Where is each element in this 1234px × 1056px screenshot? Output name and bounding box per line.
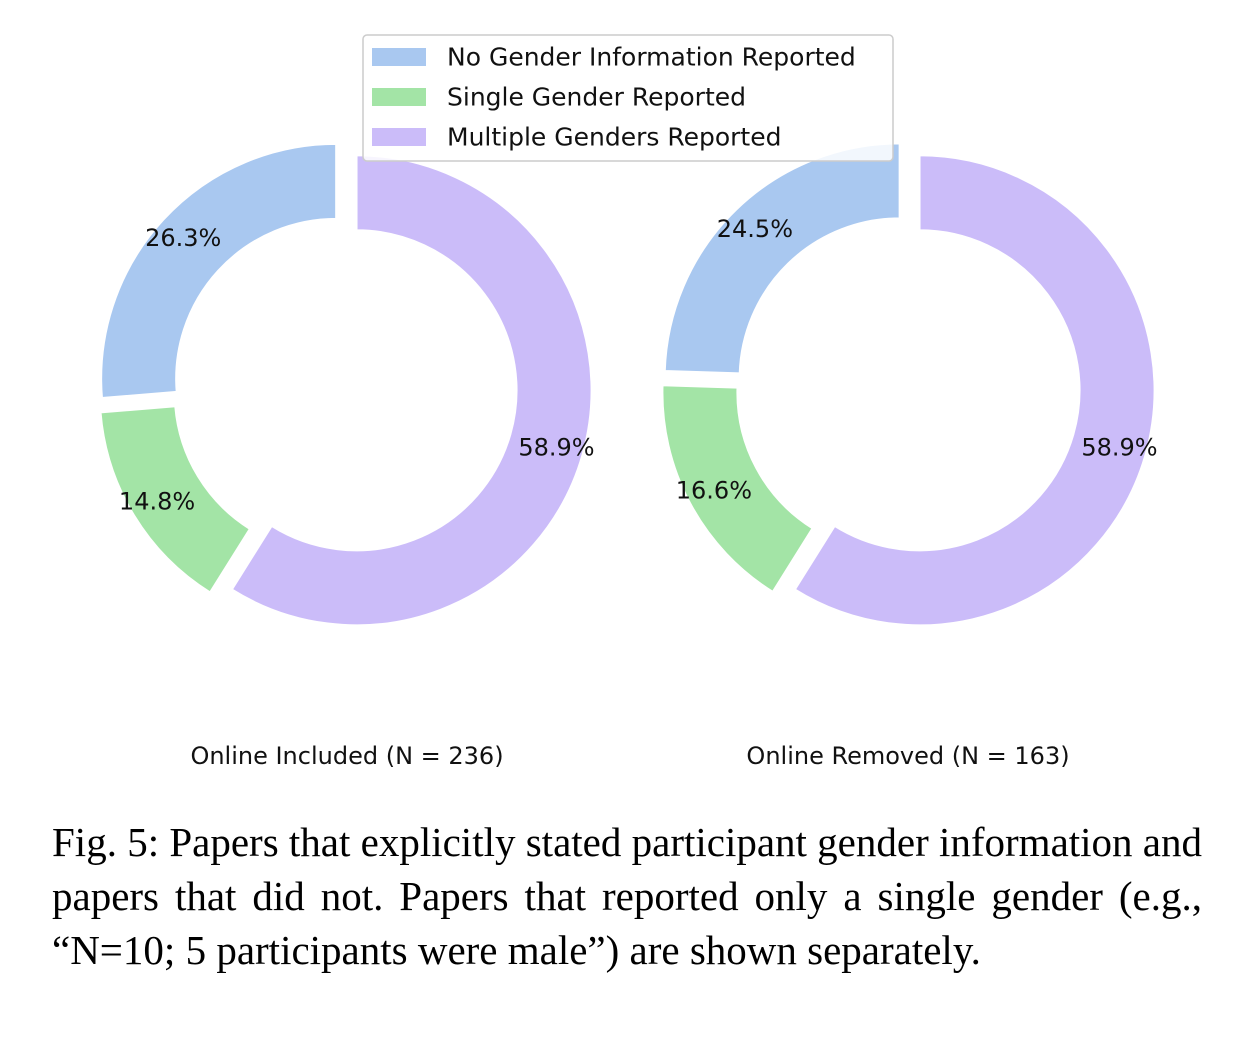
wedge-2-3 — [793, 154, 1156, 627]
pct-label-1-1: 26.3% — [145, 224, 221, 252]
pct-label-2-2: 16.6% — [676, 477, 752, 505]
legend-swatch-1 — [372, 48, 426, 66]
donut-chart-1: 26.3% 14.8% 58.9% Online Included (N = 236) — [99, 142, 595, 770]
legend: No Gender Information Reported Single Gen… — [362, 34, 894, 162]
pct-label-2-1: 24.5% — [717, 215, 793, 243]
legend-frame — [362, 34, 894, 162]
donut-charts: 26.3% 14.8% 58.9% Online Included (N = 236)… — [99, 34, 1158, 770]
wedge-1-1 — [100, 142, 338, 400]
legend-label-1: No Gender Information Reported — [447, 43, 856, 72]
legend-label-2: Single Gender Reported — [447, 83, 746, 112]
figure: 26.3% 14.8% 58.9% Online Included (N = 236)… — [99, 34, 1158, 770]
pct-label-1-3: 58.9% — [518, 434, 594, 462]
chart-subtitle-1: Online Included (N = 236) — [190, 742, 503, 770]
legend-label-3: Multiple Genders Reported — [447, 123, 781, 152]
chart-subtitle-2: Online Removed (N = 163) — [746, 742, 1069, 770]
figure-caption: Fig. 5: Papers that explicitly stated pa… — [52, 819, 1202, 973]
wedge-1-2 — [99, 405, 252, 594]
legend-swatch-2 — [372, 88, 426, 106]
wedge-2-2 — [661, 384, 814, 594]
wedge-2-1 — [663, 142, 901, 375]
legend-swatch-3 — [372, 128, 426, 146]
donut-chart-2: 24.5% 16.6% 58.9% Online Removed (N = 163) — [661, 142, 1158, 770]
pct-label-2-3: 58.9% — [1081, 434, 1157, 462]
pct-label-1-2: 14.8% — [119, 487, 195, 515]
